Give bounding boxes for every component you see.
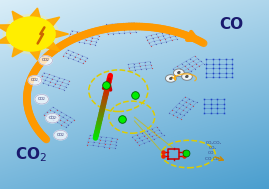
Circle shape bbox=[54, 130, 67, 140]
Text: e: e bbox=[177, 70, 181, 75]
Text: CO$_2$: CO$_2$ bbox=[48, 114, 57, 122]
Circle shape bbox=[174, 69, 184, 77]
Polygon shape bbox=[46, 42, 60, 51]
Circle shape bbox=[28, 76, 42, 85]
Polygon shape bbox=[46, 17, 60, 26]
Polygon shape bbox=[30, 8, 40, 18]
Text: CO₂: CO₂ bbox=[208, 146, 217, 150]
Polygon shape bbox=[0, 25, 10, 32]
Polygon shape bbox=[12, 47, 23, 57]
Text: CO: CO bbox=[208, 151, 214, 156]
Circle shape bbox=[182, 73, 192, 80]
Text: CO: CO bbox=[219, 17, 243, 32]
Polygon shape bbox=[12, 11, 23, 21]
Text: CO$_2$: CO$_2$ bbox=[30, 77, 40, 84]
Circle shape bbox=[39, 56, 52, 65]
Text: CO$_2$: CO$_2$ bbox=[41, 57, 50, 64]
Text: CO$_2$: CO$_2$ bbox=[37, 95, 46, 103]
Circle shape bbox=[7, 17, 55, 51]
Circle shape bbox=[3, 15, 59, 54]
Polygon shape bbox=[0, 36, 10, 43]
Text: CO$_2$: CO$_2$ bbox=[56, 131, 65, 139]
Text: CO₂CO₂: CO₂CO₂ bbox=[206, 141, 222, 145]
Polygon shape bbox=[30, 50, 40, 60]
Circle shape bbox=[35, 94, 48, 104]
Circle shape bbox=[165, 75, 176, 82]
Text: e: e bbox=[169, 76, 173, 81]
Text: e: e bbox=[185, 74, 189, 79]
Circle shape bbox=[46, 113, 59, 123]
Polygon shape bbox=[55, 30, 68, 38]
Text: CO$_2$: CO$_2$ bbox=[15, 146, 47, 164]
Text: CO CO: CO CO bbox=[205, 157, 219, 161]
